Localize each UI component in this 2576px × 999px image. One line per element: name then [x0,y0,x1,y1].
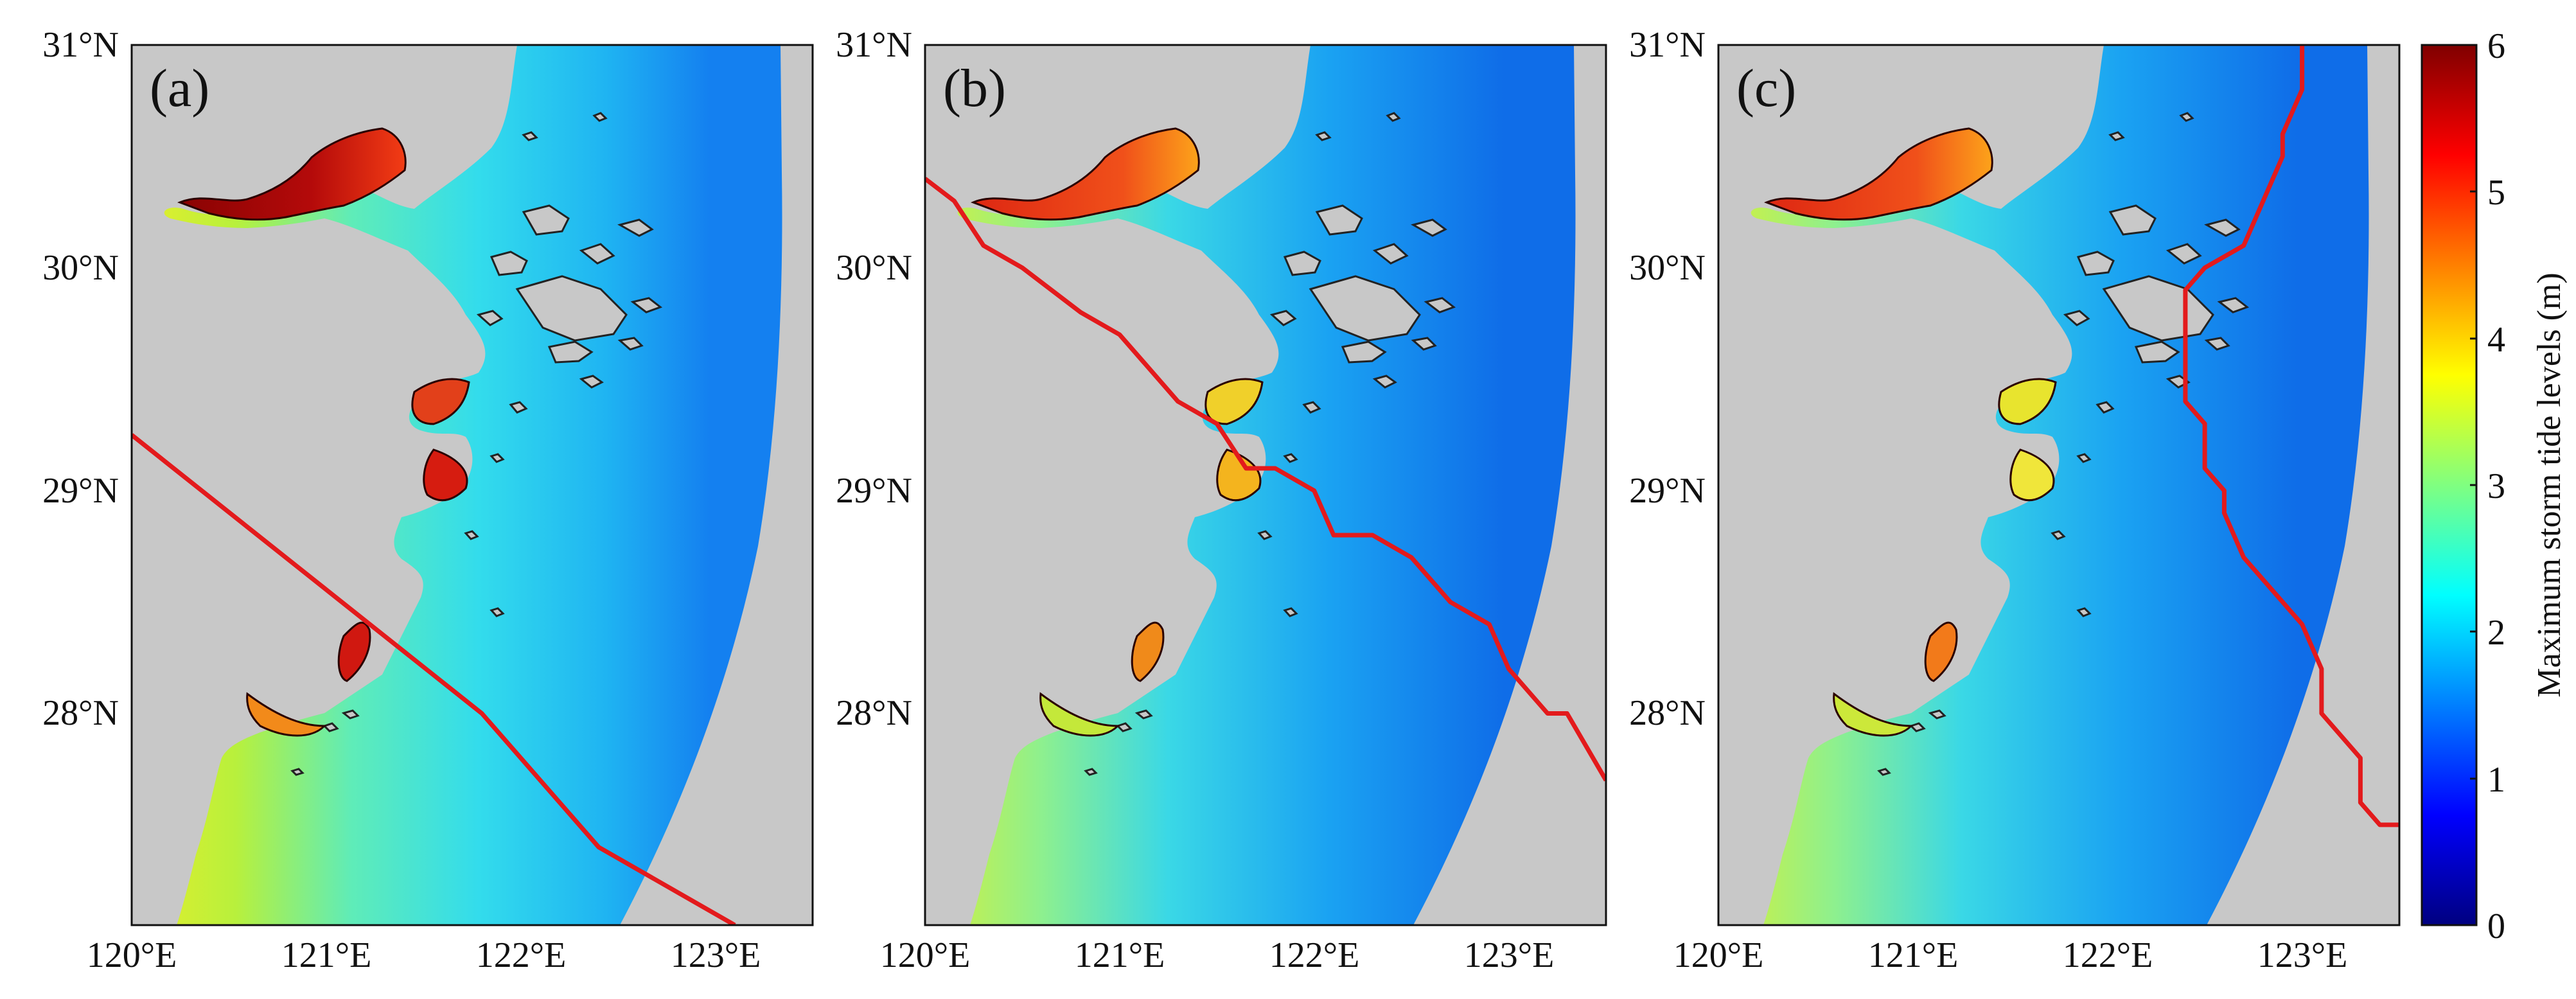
estuary-hangzhou-bay [177,127,407,221]
panel-label: (a) [150,58,209,118]
panel-frame [1717,44,2401,926]
x-tick-label: 123°E [1464,935,1555,975]
colorbar-tick: 5 [2487,173,2505,213]
y-tick-label: 31°N [836,25,912,65]
estuary-taizhou [1924,621,1958,682]
x-tick-label: 122°E [1269,935,1360,975]
x-tick-label: 120°E [1673,935,1764,975]
panel-b: (b) [924,44,1607,926]
estuary-wenzhou [246,692,327,737]
estuary-xiangshan [411,378,470,425]
x-tick-label: 121°E [1868,935,1959,975]
estuary-xiangshan [1998,378,2057,425]
y-tick-label: 30°N [42,248,119,288]
estuary-taizhou [1131,621,1165,682]
panel-a: (a) [130,44,814,926]
colorbar-title: Maximum storm tide levels (m) [2531,272,2568,697]
x-tick-label: 122°E [476,935,567,975]
estuary-hangzhou-bay [1763,127,1993,221]
panel-c: (c) [1717,44,2401,926]
typhoon-track-c [2183,45,2399,827]
x-tick-label: 122°E [2063,935,2153,975]
estuary-wenzhou [1833,692,1914,737]
y-tick-label: 29°N [1629,471,1706,511]
colorbar-tick: 4 [2487,320,2505,360]
x-tick-label: 121°E [1075,935,1165,975]
estuary-wenzhou [1039,692,1120,737]
colorbar-tick: 1 [2487,760,2505,800]
y-tick-label: 29°N [42,471,119,511]
panel-label: (b) [943,58,1006,118]
estuary-sanmen [423,448,468,502]
colorbar-tick: 0 [2487,906,2505,946]
panel-frame [924,44,1607,926]
y-tick-label: 31°N [1629,25,1706,65]
y-tick-label: 30°N [836,248,912,288]
panel-label: (c) [1736,58,1796,118]
estuary-xiangshan [1204,378,1264,425]
x-tick-label: 123°E [2257,935,2348,975]
y-tick-label: 30°N [1629,248,1706,288]
colorbar-ramp [2421,44,2478,926]
typhoon-track-b [925,177,1606,782]
axis-labels-panel-a: 31°N 30°N 29°N 28°N 120°E 121°E 122°E 12… [42,25,761,975]
x-tick-label: 121°E [281,935,372,975]
x-tick-label: 120°E [880,935,971,975]
colorbar-tick: 2 [2487,613,2505,653]
colorbar-tick: 6 [2487,26,2505,66]
estuary-sanmen [1216,448,1262,502]
colorbar: 6 5 4 3 2 1 0 Maximum storm tide levels … [2421,26,2568,946]
x-tick-label: 120°E [87,935,177,975]
axis-labels-panel-b: 31°N 30°N 29°N 28°N 120°E 121°E 122°E 12… [836,25,1554,975]
y-tick-label: 28°N [42,693,119,733]
estuary-hangzhou-bay [970,127,1200,221]
estuary-taizhou [337,621,371,682]
y-tick-label: 28°N [836,693,912,733]
panel-frame [130,44,814,926]
y-tick-label: 28°N [1629,693,1706,733]
x-tick-label: 123°E [671,935,761,975]
axis-labels-panel-c: 31°N 30°N 29°N 28°N 120°E 121°E 122°E 12… [1629,25,2347,975]
typhoon-track-a [132,433,736,925]
y-tick-label: 29°N [836,471,912,511]
estuary-sanmen [2009,448,2055,502]
colorbar-tick: 3 [2487,466,2505,506]
y-tick-label: 31°N [42,25,119,65]
